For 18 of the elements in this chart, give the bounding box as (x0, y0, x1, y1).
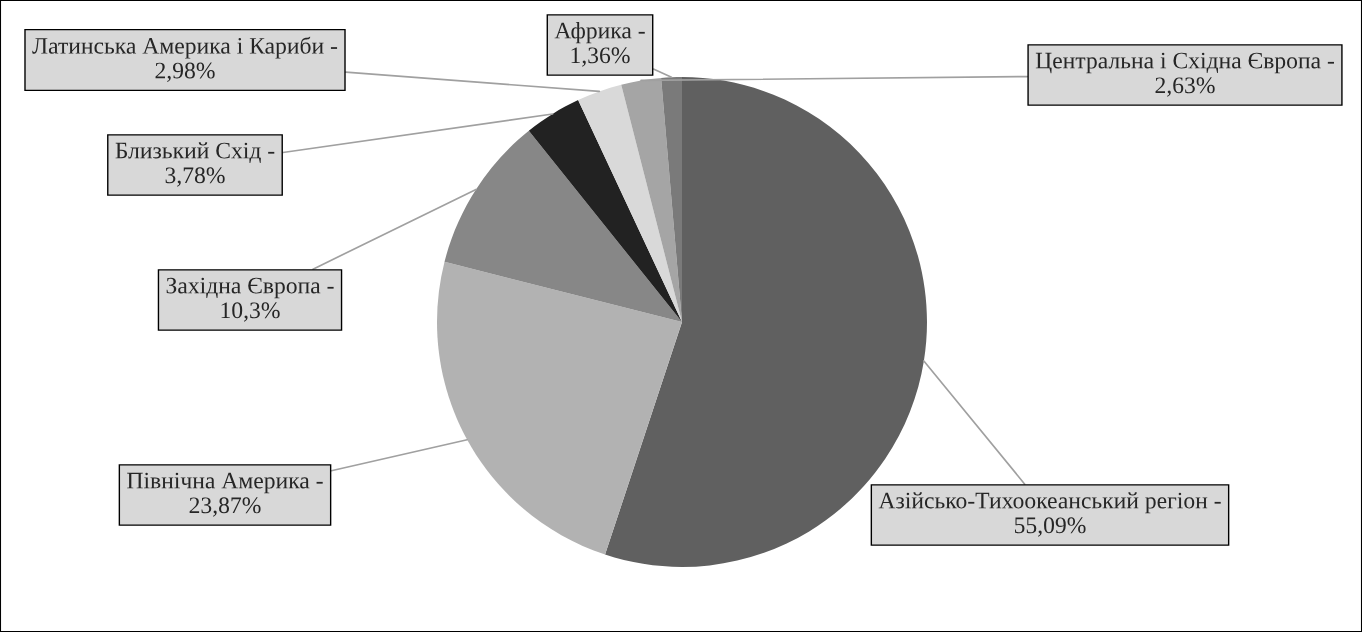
pie-slice (444, 130, 682, 322)
data-label: 3,78% (165, 167, 225, 187)
pie-slice (528, 100, 682, 322)
data-label: 10,3% (221, 302, 280, 322)
slice-label: Центральна і Східна Європа - (1035, 52, 1334, 74)
data-label: 2,63% (1155, 77, 1215, 97)
slice-label: Латинська Америка і Кариби - (32, 36, 338, 59)
slice-label: Близький Схід - (115, 142, 275, 163)
data-label: 55,09% (1014, 517, 1086, 537)
data-label: 1,36% (571, 47, 630, 67)
slice-label: Африка - (554, 21, 645, 44)
data-label: 2,98% (155, 62, 215, 82)
slice-label: Північна Америка - (127, 472, 323, 494)
pie-slice (437, 261, 682, 555)
slice-label: Західна Європа - (166, 277, 334, 299)
data-label: 23,87% (189, 497, 261, 517)
pie-slice (578, 84, 682, 322)
slice-label: Азійсько-Тихоокеанський регіон - (878, 492, 1221, 514)
